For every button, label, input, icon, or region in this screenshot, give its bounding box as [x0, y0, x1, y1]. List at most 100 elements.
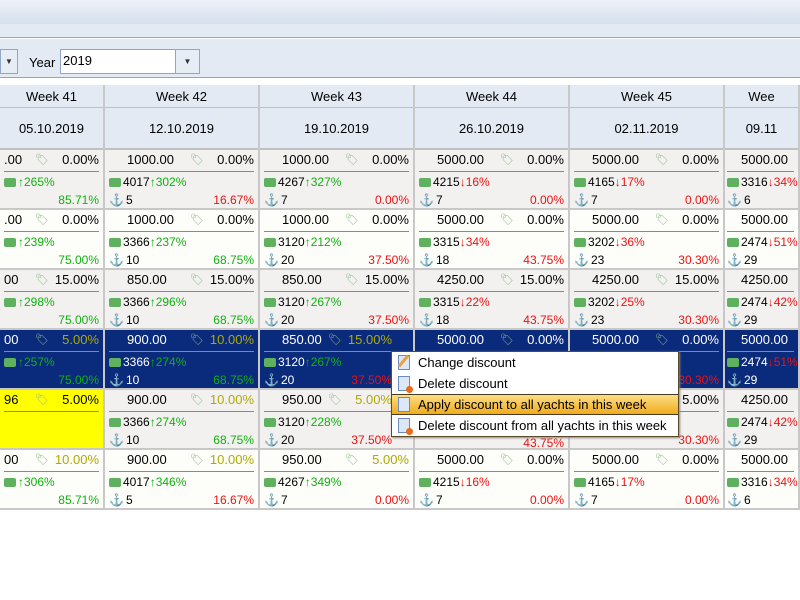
arrow-up-icon: ↑	[18, 355, 24, 369]
discount-value: 0.00%	[217, 212, 254, 227]
price-value: 4250.00	[437, 272, 484, 287]
arrow-up-icon: ↑	[304, 475, 311, 489]
money-icon	[4, 178, 16, 187]
discount-tag-icon: 🏷	[345, 454, 359, 466]
price-cell[interactable]: 00 🏷 5.00% ↑257% 75.00%	[0, 330, 103, 390]
price-value: .00	[4, 212, 23, 227]
menu-item-label: Change discount	[418, 355, 516, 370]
price-cell[interactable]: 900.00 🏷 10.00% 3366↑274% ⚓ 10 68.75%	[105, 330, 258, 390]
berth-count: 10	[125, 253, 140, 267]
price-value: 5000.00	[741, 332, 788, 347]
discount-tag-icon: 🏷	[190, 214, 204, 226]
price-cell[interactable]: 5000.00 🏷 0.00% 4215↓16% ⚓ 7 0.00%	[415, 150, 568, 210]
occupancy: 75.00%	[58, 313, 99, 327]
discount-value: 0.00%	[62, 152, 99, 167]
discount-value: 10.00%	[54, 452, 99, 467]
period-dropdown[interactable]: ▼	[0, 49, 18, 74]
price-cell[interactable]: 5000.00 🏷 0.00% 3315↓34% ⚓ 18 43.75%	[415, 210, 568, 270]
price-cell[interactable]: 5000.00 🏷 0.00% 3202↓36% ⚓ 23 30.30%	[570, 210, 723, 270]
reference-price: 3315	[433, 295, 460, 309]
menu-item[interactable]: Apply discount to all yachts in this wee…	[392, 394, 678, 415]
price-change: 51%	[773, 235, 798, 249]
menu-item[interactable]: Change discount	[392, 352, 678, 373]
price-cell[interactable]: 1000.00 🏷 0.00% 3366↑237% ⚓ 10 68.75%	[105, 210, 258, 270]
price-cell[interactable]: 5000.00 3316↓34% ⚓ 6	[725, 450, 798, 510]
price-cell[interactable]: 950.00 🏷 5.00% 4267↑349% ⚓ 7 0.00%	[260, 450, 413, 510]
chevron-down-icon[interactable]: ▼	[175, 50, 199, 73]
arrow-up-icon: ↑	[304, 415, 311, 429]
chevron-down-icon[interactable]: ▼	[0, 50, 17, 73]
price-cell[interactable]: 4250.00 2474↓42% ⚓ 29	[725, 270, 798, 330]
year-value[interactable]: 2019	[63, 53, 92, 68]
discount-tag-icon: 🏷	[35, 394, 49, 406]
reference-price: 3202	[588, 235, 615, 249]
berth-count: 23	[590, 313, 605, 327]
week-header: Week 45	[570, 85, 723, 108]
price-cell[interactable]: 5000.00 3316↓34% ⚓ 6	[725, 150, 798, 210]
money-icon	[4, 238, 16, 247]
berth-count: 18	[435, 253, 450, 267]
arrow-up-icon: ↑	[18, 295, 24, 309]
price-value: 900.00	[127, 392, 167, 407]
price-cell[interactable]: 5000.00 2474↓51% ⚓ 29	[725, 210, 798, 270]
arrow-down-icon: ↓	[767, 415, 774, 429]
year-dropdown[interactable]: 2019 ▼	[60, 49, 200, 74]
filter-bar: ▼ Year 2019 ▼	[0, 39, 800, 78]
price-value: 900.00	[127, 452, 167, 467]
money-icon	[727, 358, 739, 367]
discount-tag-icon: 🏷	[190, 154, 204, 166]
price-cell[interactable]: 1000.00 🏷 0.00% 4267↑327% ⚓ 7 0.00%	[260, 150, 413, 210]
money-icon	[419, 478, 431, 487]
price-cell[interactable]: 96 🏷 5.00%	[0, 390, 103, 450]
price-cell[interactable]: 00 🏷 15.00% ↑298% 75.00%	[0, 270, 103, 330]
price-value: 950.00	[282, 452, 322, 467]
berth-count: 29	[743, 433, 758, 447]
price-cell[interactable]: 850.00 🏷 15.00% 3120↑267% ⚓ 20 37.50%	[260, 330, 413, 390]
discount-tag-icon: 🏷	[35, 154, 49, 166]
occupancy: 43.75%	[523, 313, 564, 327]
price-cell[interactable]: 5000.00 2474↓51% ⚓ 29	[725, 330, 798, 390]
price-cell[interactable]: 950.00 🏷 5.00% 3120↑228% ⚓ 20 37.50%	[260, 390, 413, 450]
arrow-down-icon: ↓	[614, 295, 621, 309]
price-change: 22%	[465, 295, 490, 309]
arrow-up-icon: ↑	[149, 175, 156, 189]
anchor-icon: ⚓	[264, 493, 279, 507]
price-cell[interactable]: 5000.00 🏷 0.00% 4215↓16% ⚓ 7 0.00%	[415, 450, 568, 510]
berth-count: 10	[125, 373, 140, 387]
menu-item[interactable]: Delete discount	[392, 373, 678, 394]
price-cell[interactable]: 4250.00 2474↓42% ⚓ 29	[725, 390, 798, 450]
price-cell[interactable]: .00 🏷 0.00% ↑239% 75.00%	[0, 210, 103, 270]
money-icon	[574, 238, 586, 247]
occupancy: 68.75%	[213, 373, 254, 387]
occupancy: 43.75%	[523, 253, 564, 267]
price-cell[interactable]: 4250.00 🏷 15.00% 3315↓22% ⚓ 18 43.75%	[415, 270, 568, 330]
price-cell[interactable]: .00 🏷 0.00% ↑265% 85.71%	[0, 150, 103, 210]
price-cell[interactable]: 00 🏷 10.00% ↑306% 85.71%	[0, 450, 103, 510]
discount-tag-icon: 🏷	[655, 454, 669, 466]
price-cell[interactable]: 850.00 🏷 15.00% 3366↑296% ⚓ 10 68.75%	[105, 270, 258, 330]
price-cell[interactable]: 900.00 🏷 10.00% 4017↑346% ⚓ 5 16.67%	[105, 450, 258, 510]
price-cell[interactable]: 900.00 🏷 10.00% 3366↑274% ⚓ 10 68.75%	[105, 390, 258, 450]
price-cell[interactable]: 1000.00 🏷 0.00% 4017↑302% ⚓ 5 16.67%	[105, 150, 258, 210]
price-cell[interactable]: 5000.00 🏷 0.00% 4165↓17% ⚓ 7 0.00%	[570, 450, 723, 510]
price-value: 00	[4, 272, 19, 287]
price-cell[interactable]: 850.00 🏷 15.00% 3120↑267% ⚓ 20 37.50%	[260, 270, 413, 330]
week-header: Week 42	[105, 85, 258, 108]
price-value: 850.00	[282, 332, 322, 347]
price-cell[interactable]: 4250.00 🏷 15.00% 3202↓25% ⚓ 23 30.30%	[570, 270, 723, 330]
berth-count: 20	[280, 313, 295, 327]
price-cell[interactable]: 5000.00 🏷 0.00% 4165↓17% ⚓ 7 0.00%	[570, 150, 723, 210]
arrow-up-icon: ↑	[149, 475, 156, 489]
discount-value: 5.00%	[62, 392, 99, 407]
discount-value: 0.00%	[527, 452, 564, 467]
money-icon	[109, 478, 121, 487]
occupancy: 75.00%	[58, 373, 99, 387]
price-cell[interactable]: 1000.00 🏷 0.00% 3120↑212% ⚓ 20 37.50%	[260, 210, 413, 270]
arrow-up-icon: ↑	[149, 415, 156, 429]
discount-value: 15.00%	[209, 272, 254, 287]
menu-item[interactable]: Delete discount from all yachts in this …	[392, 415, 678, 436]
anchor-icon: ⚓	[727, 373, 742, 387]
price-value: 5000.00	[592, 212, 639, 227]
berth-count: 20	[280, 253, 295, 267]
pricing-grid: Week 41 05.10.2019 .00 🏷 0.00% ↑265% 85.71…	[0, 85, 800, 515]
